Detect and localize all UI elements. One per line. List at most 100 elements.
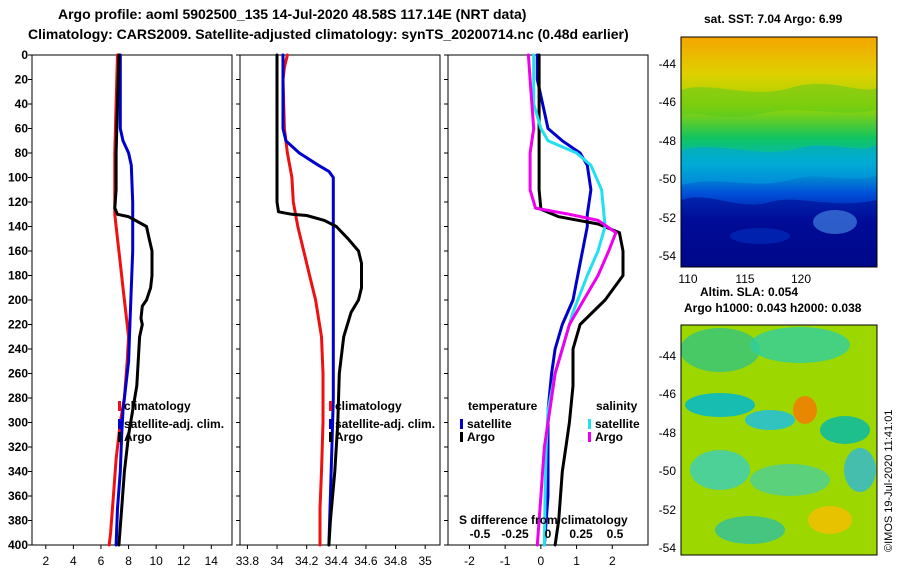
y-tick-label: 160 (8, 244, 28, 258)
sla-title-1: Altim. SLA: 0.054 (700, 285, 798, 299)
legend-swatch-satellite (329, 419, 332, 429)
x-tick-label: 33.8 (236, 554, 260, 568)
y-tick-label: 220 (8, 318, 28, 332)
title-line-2: Climatology: CARS2009. Satellite-adjuste… (28, 26, 629, 42)
y-tick-label: 100 (8, 171, 28, 185)
legend-label-sal-argo: Argo (595, 430, 623, 444)
legend-swatch-temp-satellite (460, 419, 463, 429)
legend-swatch-argo (118, 432, 121, 442)
y-tick-label: 0 (21, 48, 28, 62)
y-tick-label: 120 (8, 195, 28, 209)
lat-label: -44 (659, 349, 677, 363)
y-tick-label: 300 (8, 416, 28, 430)
x-tick-label: 2 (42, 554, 49, 568)
legend-label-argo: Argo (124, 430, 152, 444)
y-tick-label: 20 (15, 73, 29, 87)
y-tick-label: 180 (8, 269, 28, 283)
inner-tick-label: 0 (545, 527, 552, 541)
temperature-panel: 0 20 40 60 80 100 120 140 160 180 200 220 240 260 280 3… (8, 48, 233, 568)
x-tick-label: 8 (125, 554, 132, 568)
legend-head-salinity: salinity (596, 399, 638, 413)
series-line-temperature-argo (537, 53, 625, 547)
inner-tick-label: -0.25 (501, 527, 529, 541)
x-tick-label: -2 (464, 554, 475, 568)
inner-tick-label: -0.5 (470, 527, 491, 541)
sst-lat-labels: -44 -46 -48 -50 -52 -54 (659, 57, 677, 263)
legend-swatch-satellite (118, 419, 121, 429)
lat-label: -50 (659, 172, 677, 186)
x-tick-label: 34.4 (325, 554, 349, 568)
series-line-argo (275, 53, 363, 547)
y-tick-label: 400 (8, 538, 28, 552)
legend-label-argo: Argo (335, 430, 363, 444)
salinity-panel: 33.8 34 34.2 34.4 34.6 34.8 35 (236, 53, 441, 568)
sst-map-frame (680, 36, 878, 268)
lat-label: -46 (659, 387, 677, 401)
difference-inner-xlabel: S difference from climatology (459, 513, 628, 527)
y-tick-label: 60 (15, 122, 29, 136)
x-tick-label: 6 (98, 554, 105, 568)
y-tick-label: 380 (8, 514, 28, 528)
lat-label: -52 (659, 211, 677, 225)
x-tick-label: 4 (70, 554, 77, 568)
x-tick-label: 14 (205, 554, 219, 568)
sla-map: -44 -46 -48 -50 -52 -54 (659, 324, 878, 556)
y-tick-label: 240 (8, 342, 28, 356)
y-tick-label: 40 (15, 97, 29, 111)
inner-tick-label: 0.25 (569, 527, 593, 541)
sla-map-frame (680, 324, 878, 556)
x-tick-label: -1 (500, 554, 511, 568)
lat-label: -50 (659, 464, 677, 478)
legend-label-sal-satellite: satellite (595, 417, 640, 431)
difference-panel: -2 -1 0 1 2 (444, 53, 649, 568)
lat-label: -52 (659, 503, 677, 517)
legend-label-climatology: climatology (124, 399, 191, 413)
lat-label: -54 (659, 249, 677, 263)
sst-image (681, 37, 877, 267)
lon-label: 110 (678, 272, 697, 286)
legend-head-temperature: temperature (468, 399, 538, 413)
x-tick-label: 34.8 (384, 554, 408, 568)
inner-tick-label: 0.5 (607, 527, 624, 541)
legend-swatch-sal-satellite (588, 419, 591, 429)
difference-legend: temperature satellite Argo salinity sate… (459, 399, 640, 541)
y-tick-label: 360 (8, 489, 28, 503)
x-tick-label: 1 (573, 554, 580, 568)
legend-label-satellite: satellite-adj. clim. (124, 417, 224, 431)
legend-label-temp-satellite: satellite (467, 417, 512, 431)
series-line-satellite-adj-clim- (114, 53, 135, 547)
series-line-argo (113, 53, 154, 547)
lat-label: -48 (659, 426, 677, 440)
legend-swatch-argo (329, 432, 332, 442)
lon-label: 120 (791, 272, 811, 286)
lat-label: -54 (659, 541, 677, 555)
series-line-salinity-argo (526, 53, 618, 547)
sst-map: sat. SST: 7.04 Argo: 6.99 -44 -46 -48 -5… (659, 12, 878, 315)
x-tick-label: 2 (609, 554, 616, 568)
sla-image (681, 325, 877, 555)
x-tick-label: 12 (177, 554, 191, 568)
x-tick-label: 34.6 (354, 554, 378, 568)
legend-label-climatology: climatology (335, 399, 402, 413)
salinity-legend: climatology satellite-adj. clim. Argo (329, 399, 435, 444)
y-tick-label: 260 (8, 367, 28, 381)
x-tick-label: 35 (419, 554, 433, 568)
sst-lon-labels: 110 115 120 (678, 272, 811, 286)
y-tick-label: 200 (8, 293, 28, 307)
lon-label: 115 (735, 272, 754, 286)
title-line-1: Argo profile: aoml 5902500_135 14-Jul-20… (58, 6, 527, 22)
sst-map-title: sat. SST: 7.04 Argo: 6.99 (704, 12, 843, 26)
y-tick-label: 80 (15, 146, 29, 160)
sla-title-2: Argo h1000: 0.043 h2000: 0.038 (684, 301, 862, 315)
temperature-legend: climatology satellite-adj. clim. Argo (118, 399, 224, 444)
y-tick-label: 320 (8, 440, 28, 454)
lat-label: -48 (659, 134, 677, 148)
y-tick-label: 340 (8, 465, 28, 479)
lat-label: -46 (659, 95, 677, 109)
lat-label: -44 (659, 57, 677, 71)
x-tick-label: 34 (270, 554, 284, 568)
imos-credit: ©IMOS 19-Jul-2020 11:41:01 (883, 410, 895, 552)
y-tick-label: 140 (8, 220, 28, 234)
salinity-plot-frame (239, 54, 441, 546)
